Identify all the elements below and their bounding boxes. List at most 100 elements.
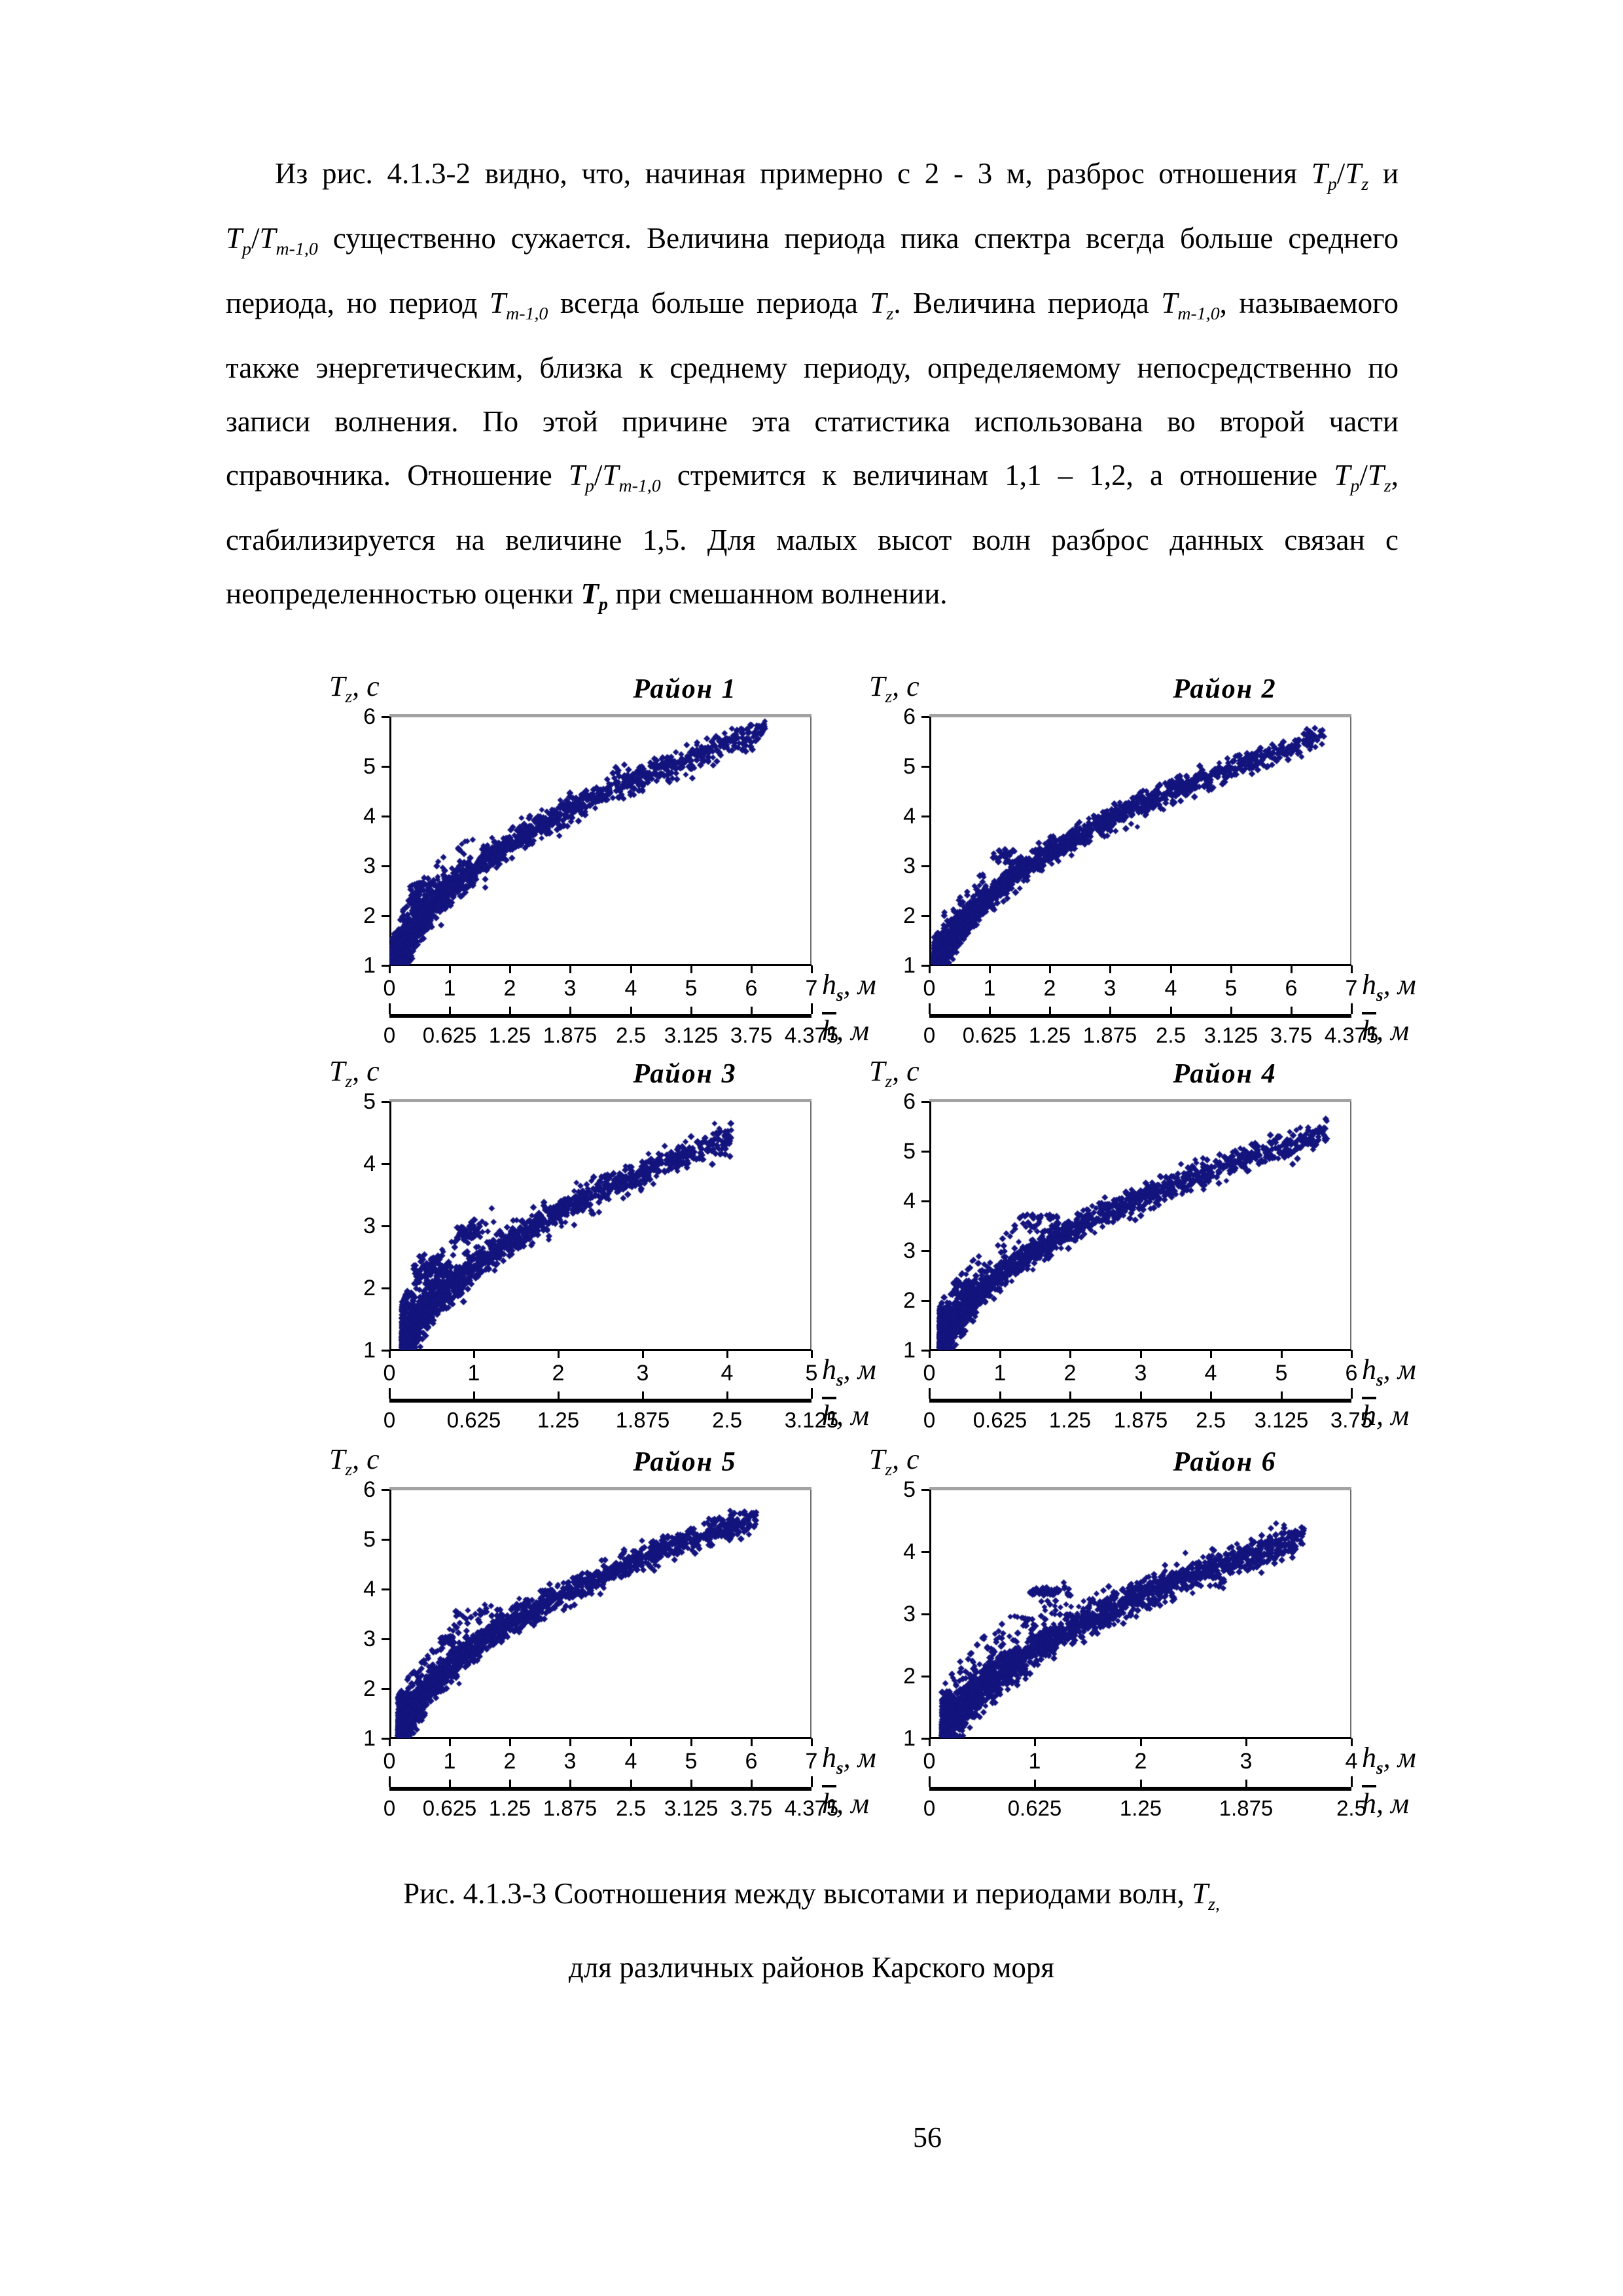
secondary-axis-line — [389, 1399, 812, 1403]
x-axis-tick — [690, 1738, 692, 1746]
y-tick-label: 5 — [363, 754, 376, 779]
x-axis-tick — [449, 965, 451, 973]
x-axis-tick — [1049, 965, 1051, 973]
chart-title: Район 3 — [633, 1059, 737, 1089]
plot-top-border — [929, 714, 1351, 717]
x2-tick-label: 2.5 — [712, 1408, 742, 1432]
x-axis-label: hs, м — [822, 1354, 876, 1390]
plot-top-border — [929, 1487, 1351, 1490]
secondary-axis-tick — [1351, 1003, 1353, 1014]
y-axis-tick — [382, 1738, 389, 1740]
x-tick-label: 0 — [923, 1361, 936, 1386]
y-axis-tick — [382, 915, 389, 917]
x2-tick-label: 0.625 — [972, 1408, 1027, 1432]
x2-tick-label: 0.625 — [962, 1023, 1017, 1047]
page-number: 56 — [913, 2121, 942, 2153]
x2-tick-label: 1.875 — [543, 1023, 597, 1047]
paragraph-line: записи волнения. По этой причине эта ста… — [226, 405, 1399, 438]
secondary-axis-tick — [1351, 1776, 1353, 1787]
secondary-axis-tick — [509, 1007, 511, 1014]
secondary-axis-tick — [558, 1391, 560, 1399]
y-axis-tick — [921, 965, 929, 967]
x-tick-label: 7 — [805, 976, 818, 1001]
secondary-axis-tick — [690, 1007, 692, 1014]
scatter-chart: Район 1 Tz, с 1 2 3 4 5 6 0 1 2 3 4 5 6 7 hs, м 0 0.625 1.2… — [329, 670, 876, 1047]
x-tick-label: 1 — [1028, 1749, 1041, 1774]
x-tick-label: 5 — [1275, 1361, 1288, 1386]
y-axis-tick — [921, 1250, 929, 1252]
x2-tick-label: 1.875 — [1082, 1023, 1137, 1047]
x2-tick-label: 3.75 — [730, 1796, 773, 1820]
y-axis-tick — [921, 1676, 929, 1677]
y-axis-tick — [921, 1738, 929, 1740]
secondary-axis-tick — [726, 1391, 728, 1399]
y-tick-label: 4 — [903, 1539, 916, 1564]
secondary-axis-tick — [1210, 1391, 1212, 1399]
x-axis-tick — [751, 1738, 753, 1746]
x2-tick-label: 3.75 — [1330, 1408, 1373, 1432]
x-axis-tick — [389, 1738, 391, 1746]
secondary-axis-tick — [1245, 1780, 1247, 1787]
chart-title: Район 6 — [1173, 1447, 1277, 1477]
x-axis-tick — [642, 1350, 644, 1358]
secondary-axis-label: h, м — [822, 1014, 870, 1047]
y-axis-tick — [921, 1350, 929, 1352]
secondary-axis-tick — [751, 1780, 753, 1787]
x-axis-tick — [1140, 1350, 1142, 1358]
secondary-axis-tick — [999, 1391, 1001, 1399]
secondary-axis-tick — [630, 1007, 632, 1014]
x2-tick-label: 1.25 — [1119, 1796, 1162, 1820]
secondary-axis-tick — [473, 1391, 475, 1399]
x2-tick-label: 0.625 — [422, 1023, 477, 1047]
figure-caption-line1: Рис. 4.1.3-3 Соотношения между высотами … — [403, 1877, 1220, 1914]
x-tick-label: 4 — [721, 1361, 734, 1386]
x-axis-tick — [811, 965, 813, 973]
x-axis-tick — [1351, 965, 1353, 973]
x-tick-label: 2 — [552, 1361, 565, 1386]
secondary-axis-tick — [929, 1776, 931, 1787]
plot-top-border — [389, 1487, 812, 1490]
x-axis-label: hs, м — [822, 1742, 876, 1778]
x2-tick-label: 1.25 — [488, 1023, 531, 1047]
x2-tick-label: 2.5 — [1196, 1408, 1226, 1432]
x-axis-tick — [1140, 1738, 1142, 1746]
x-axis-tick — [1069, 1350, 1071, 1358]
y-axis-tick — [921, 816, 929, 817]
plot-top-border — [929, 1099, 1351, 1102]
paragraph-line: стабилизируется на величине 1,5. Для мал… — [226, 524, 1399, 556]
paragraph-line: справочника. Отношение Tp/Tm-1,0 стремит… — [226, 459, 1399, 496]
y-axis-tick — [921, 865, 929, 867]
secondary-axis-tick — [1140, 1780, 1142, 1787]
y-tick-label: 3 — [363, 853, 376, 878]
x2-tick-label: 4.375 — [784, 1796, 839, 1820]
y-tick-label: 1 — [903, 1726, 916, 1751]
x2-tick-label: 2.5 — [616, 1796, 646, 1820]
y-tick-label: 1 — [903, 1338, 916, 1363]
x2-tick-label: 0 — [923, 1796, 936, 1820]
x-axis-tick — [690, 965, 692, 973]
x2-tick-label: 1.875 — [1113, 1408, 1168, 1432]
x-tick-label: 7 — [1345, 976, 1358, 1001]
x-tick-label: 1 — [443, 1749, 456, 1774]
y-axis-tick — [921, 1200, 929, 1202]
secondary-axis-label: h, м — [1362, 1399, 1410, 1431]
x-tick-label: 3 — [1103, 976, 1116, 1001]
x-tick-label: 3 — [563, 976, 577, 1001]
y-axis-tick — [921, 1151, 929, 1153]
x-axis-tick — [389, 1350, 391, 1358]
y-axis-tick — [382, 1287, 389, 1289]
secondary-axis-tick — [1109, 1007, 1111, 1014]
figure-caption: Рис. 4.1.3-3 Соотношения между высотами … — [262, 1862, 1361, 1999]
x2-tick-label: 3.125 — [664, 1023, 719, 1047]
scatter-points-canvas — [929, 717, 1351, 965]
secondary-axis-tick — [690, 1780, 692, 1787]
chart-title: Район 1 — [633, 674, 737, 704]
x-tick-label: 3 — [636, 1361, 649, 1386]
x-axis-tick — [811, 1738, 813, 1746]
y-tick-label: 3 — [903, 853, 916, 878]
secondary-axis-tick — [569, 1007, 571, 1014]
x-axis-tick — [999, 1350, 1001, 1358]
paragraph-line: периода, но период Tm-1,0 всегда больше … — [226, 287, 1399, 324]
secondary-axis-tick — [569, 1780, 571, 1787]
y-axis-label: Tz, с — [329, 1443, 380, 1479]
